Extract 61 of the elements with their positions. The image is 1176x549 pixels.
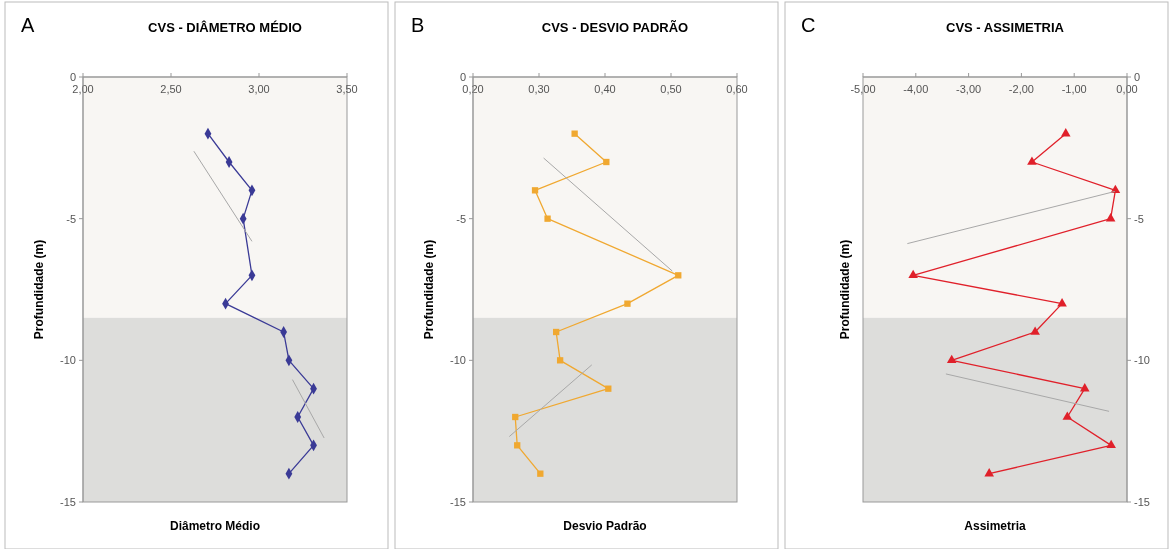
x-axis-title: Assimetria	[964, 519, 1026, 533]
x-tick-label: 0,40	[594, 83, 616, 95]
y-axis-title: Profundidade (m)	[32, 239, 46, 340]
point	[1030, 326, 1040, 335]
point	[984, 468, 994, 477]
x-tick-label: 0,00	[1116, 83, 1138, 95]
point	[512, 413, 519, 421]
x-tick-label: -3,00	[956, 83, 982, 95]
y-tick-label: 0	[69, 71, 76, 83]
text: C	[801, 14, 816, 36]
y-tick-label: -5	[1134, 212, 1144, 225]
x-tick-label: 3,50	[336, 83, 358, 95]
chart-title: CVS - DESVIO PADRÃO	[541, 20, 689, 35]
point	[571, 130, 578, 137]
point	[544, 215, 551, 222]
y-tick-label: 0	[1134, 71, 1141, 83]
point	[1060, 128, 1071, 137]
x-tick-label: -2,00	[1008, 83, 1034, 95]
point	[1027, 156, 1037, 165]
x-tick-label: 3,00	[248, 83, 270, 95]
y-axis-title: Profundidade (m)	[838, 239, 852, 340]
x-tick-label: -5,00	[850, 83, 876, 95]
x-tick-label: -4,00	[903, 83, 929, 95]
text: B	[411, 14, 425, 36]
point	[514, 442, 521, 449]
y-tick-label: -5	[66, 212, 76, 225]
point	[675, 272, 682, 279]
point	[556, 357, 564, 364]
x-tick-label: 0,50	[660, 83, 682, 95]
point	[1079, 383, 1090, 392]
point	[531, 187, 539, 194]
point	[553, 328, 560, 336]
x-tick-label: 0,60	[726, 83, 748, 95]
x-tick-label: 2,00	[72, 83, 94, 95]
y-tick-label: 0	[459, 71, 466, 83]
point	[537, 470, 544, 477]
y-tick-label: -15	[1134, 496, 1150, 508]
point	[605, 385, 612, 392]
y-tick-label: -15	[450, 496, 466, 508]
x-tick-label: -1,00	[1061, 83, 1087, 95]
text: A	[21, 14, 35, 36]
y-tick-label: -10	[60, 354, 76, 367]
point	[1062, 411, 1073, 420]
point	[908, 269, 918, 279]
point	[603, 158, 610, 166]
y-tick-label: -5	[456, 212, 466, 225]
point	[946, 354, 957, 364]
chart-title: CVS - ASSIMETRIA	[946, 20, 1065, 35]
chart-title: CVS - DIÂMETRO MÉDIO	[148, 20, 302, 35]
x-tick-label: 0,30	[528, 83, 550, 95]
x-tick-label: 2,50	[160, 83, 182, 95]
x-axis-title: Diâmetro Médio	[169, 519, 261, 533]
y-tick-label: -10	[1134, 354, 1150, 367]
y-tick-label: -15	[60, 496, 76, 508]
point	[1106, 439, 1116, 449]
point	[1105, 213, 1116, 222]
y-tick-label: -10	[450, 354, 466, 367]
y-axis-title: Profundidade (m)	[422, 239, 436, 340]
x-tick-label: 0,20	[462, 83, 484, 95]
x-axis-title: Desvio Padrão	[563, 519, 647, 533]
point	[624, 300, 631, 307]
